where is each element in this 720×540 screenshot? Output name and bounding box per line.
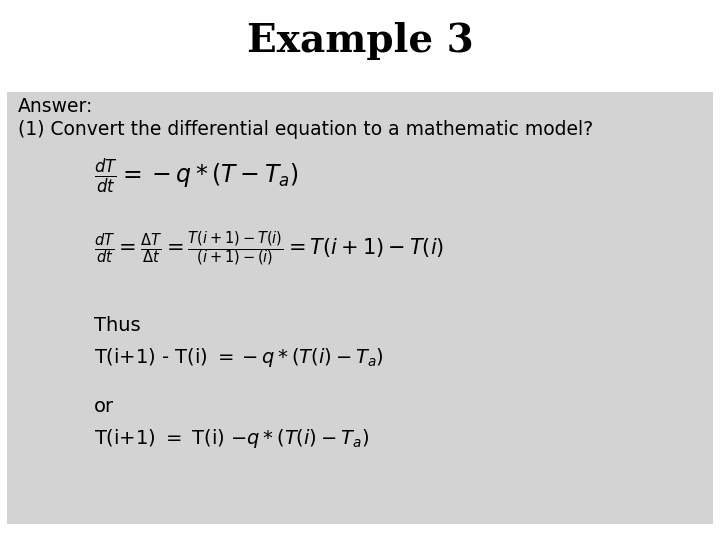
Text: or: or (94, 397, 114, 416)
Text: Thus: Thus (94, 316, 140, 335)
FancyBboxPatch shape (7, 92, 713, 524)
Text: Answer:: Answer: (18, 97, 94, 116)
Text: $\frac{dT}{dt} = \frac{\Delta T}{\Delta t} = \frac{T(i+1)-T(i)}{(i+1)-(i)} = T(i: $\frac{dT}{dt} = \frac{\Delta T}{\Delta … (94, 230, 444, 269)
Text: (1) Convert the differential equation to a mathematic model?: (1) Convert the differential equation to… (18, 120, 593, 139)
Text: T(i+1) $=$ T(i) $- q*(T(i) - T_a)$: T(i+1) $=$ T(i) $- q*(T(i) - T_a)$ (94, 427, 369, 450)
Text: $\frac{dT}{dt} = -q*(T - T_a)$: $\frac{dT}{dt} = -q*(T - T_a)$ (94, 157, 298, 196)
Text: Example 3: Example 3 (247, 22, 473, 59)
Text: T(i+1) - T(i) $= -q*(T(i) - T_a)$: T(i+1) - T(i) $= -q*(T(i) - T_a)$ (94, 346, 384, 369)
